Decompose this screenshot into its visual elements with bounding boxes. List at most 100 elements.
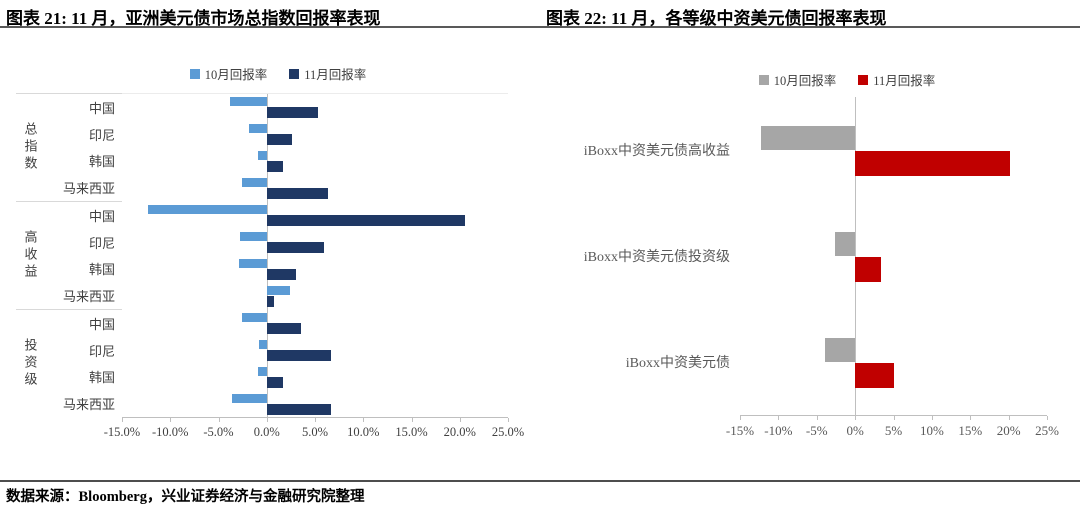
category-label: iBoxx中资美元债投资级 — [583, 250, 730, 265]
right-gutter: iBoxx中资美元债高收益 iBoxx中资美元债投资级 iBoxx中资美元债 — [554, 97, 740, 415]
chart21-title: 图表 21: 11 月，亚洲美元债市场总指数回报率表现 — [6, 9, 381, 28]
nov-bar — [266, 161, 284, 172]
category-label: 印尼 — [88, 127, 115, 143]
category-label: 韩国 — [88, 262, 115, 278]
legend-label-oct: 10月回报率 — [204, 68, 268, 82]
category-row — [740, 97, 1047, 203]
legend-swatch-nov — [858, 74, 869, 85]
oct-bar — [241, 313, 267, 322]
axis-tick — [740, 416, 741, 420]
axis-tick — [1008, 416, 1010, 420]
axis-tick-label: 20% — [996, 423, 1021, 438]
category-group: 总指数 中国 印尼 韩国 马来西亚 — [16, 93, 122, 201]
oct-bar — [239, 232, 267, 241]
nov-bar — [266, 215, 465, 226]
axis-tick — [931, 416, 933, 420]
axis-tick — [855, 416, 857, 420]
category-labels: 中国 印尼 韩国 马来西亚 — [44, 310, 122, 417]
category-row — [122, 175, 508, 202]
axis-tick — [1047, 416, 1048, 420]
nov-bar — [266, 188, 328, 199]
axis-tick-label: 10% — [919, 423, 944, 438]
axis-tick-label: -15% — [725, 423, 755, 438]
axis-tick-label: 20.0% — [443, 425, 476, 439]
axis-tick-label: -5.0% — [203, 425, 234, 439]
axis-tick — [218, 418, 220, 422]
bar-group — [122, 94, 508, 202]
nov-bar — [266, 296, 275, 307]
axis-tick — [170, 418, 172, 422]
category-row — [122, 148, 508, 175]
oct-bar — [249, 124, 267, 133]
group-label: 投资级 — [22, 338, 38, 389]
legend-swatch-nov — [289, 68, 300, 79]
category-row — [122, 283, 508, 310]
oct-bar — [238, 259, 267, 268]
category-label: 马来西亚 — [62, 289, 115, 305]
nov-bar — [266, 134, 292, 145]
category-label: 马来西亚 — [62, 181, 115, 197]
category-row — [122, 202, 508, 229]
category-label: 韩国 — [88, 370, 115, 386]
axis-tick — [315, 418, 316, 422]
category-label: 印尼 — [88, 235, 115, 251]
category-label: 中国 — [88, 100, 115, 116]
axis-tick-label: -10% — [764, 423, 793, 438]
category-row — [122, 229, 508, 256]
chart21-legend: 10月回报率 11月回报率 — [16, 64, 540, 83]
left-gutter: 总指数 中国 印尼 韩国 马来西亚 高收益 中国 印尼 韩国 马来西亚 投资级 中国 印尼 韩国 马来西亚 — [16, 93, 122, 417]
axis-tick-label: 25% — [1035, 423, 1059, 438]
header: 图表 21: 11 月，亚洲美元债市场总指数回报率表现 图表 22: 11 月，… — [0, 0, 1080, 28]
axis-tick-label: 0.0% — [253, 425, 280, 439]
legend-label-nov: 11月回报率 — [304, 68, 367, 82]
category-labels: 中国 印尼 韩国 马来西亚 — [44, 94, 122, 201]
category-row — [122, 94, 508, 121]
legend-item-nov: 11月回报率 — [858, 70, 935, 89]
source-line: 数据来源：Bloomberg，兴业证券经济与金融研究院整理 — [6, 489, 365, 505]
category-labels: 中国 印尼 韩国 马来西亚 — [44, 202, 122, 309]
oct-bar — [148, 205, 267, 214]
legend-item-oct: 10月回报率 — [189, 64, 268, 83]
oct-bar — [258, 367, 267, 376]
axis-tick-label: 10.0% — [347, 425, 380, 439]
nov-bar — [266, 323, 301, 334]
nov-bar — [266, 377, 284, 388]
nov-bar — [855, 257, 882, 282]
bar-group — [122, 310, 508, 418]
oct-bar — [835, 232, 856, 256]
category-row — [122, 391, 508, 418]
axis-tick-label: 5% — [884, 423, 903, 438]
right-x-axis: -15% -10% -5% 0% 5% 10% 15% 20% 25% — [726, 415, 1059, 443]
nov-bar — [266, 107, 318, 118]
axis-tick-label: -5% — [805, 423, 828, 438]
category-label: 中国 — [88, 316, 115, 332]
axis-tick — [411, 418, 413, 422]
axis-tick — [816, 416, 818, 420]
right-plot — [740, 97, 1047, 415]
category-row — [122, 256, 508, 283]
oct-bar — [258, 151, 267, 160]
category-group: 投资级 中国 印尼 韩国 马来西亚 — [16, 309, 122, 417]
chart21-body: 总指数 中国 印尼 韩国 马来西亚 高收益 中国 印尼 韩国 马来西亚 投资级 中国 印尼 韩国 马来西亚 — [16, 93, 540, 417]
axis-tick-label: -15.0% — [103, 425, 141, 439]
oct-bar — [232, 394, 267, 403]
nov-bar — [266, 242, 324, 253]
group-label: 高收益 — [22, 230, 38, 281]
category-label: 印尼 — [88, 343, 115, 359]
oct-bar — [241, 178, 267, 187]
group-label: 总指数 — [22, 122, 38, 173]
nov-bar — [266, 404, 332, 415]
legend-label-nov: 11月回报率 — [873, 74, 936, 88]
axis-tick — [266, 418, 268, 422]
oct-bar — [259, 340, 267, 349]
legend-swatch-oct — [189, 68, 200, 79]
axis-tick — [778, 416, 780, 420]
nov-bar — [855, 151, 1011, 176]
axis-tick-label: 15% — [958, 423, 983, 438]
category-group: 高收益 中国 印尼 韩国 马来西亚 — [16, 201, 122, 309]
left-plot — [122, 93, 508, 417]
oct-bar — [760, 126, 856, 150]
chart21: 10月回报率 11月回报率 总指数 中国 印尼 韩国 马来西亚 高收益 中国 印尼 韩国 马来西亚… — [0, 28, 540, 445]
bar-group — [122, 202, 508, 310]
